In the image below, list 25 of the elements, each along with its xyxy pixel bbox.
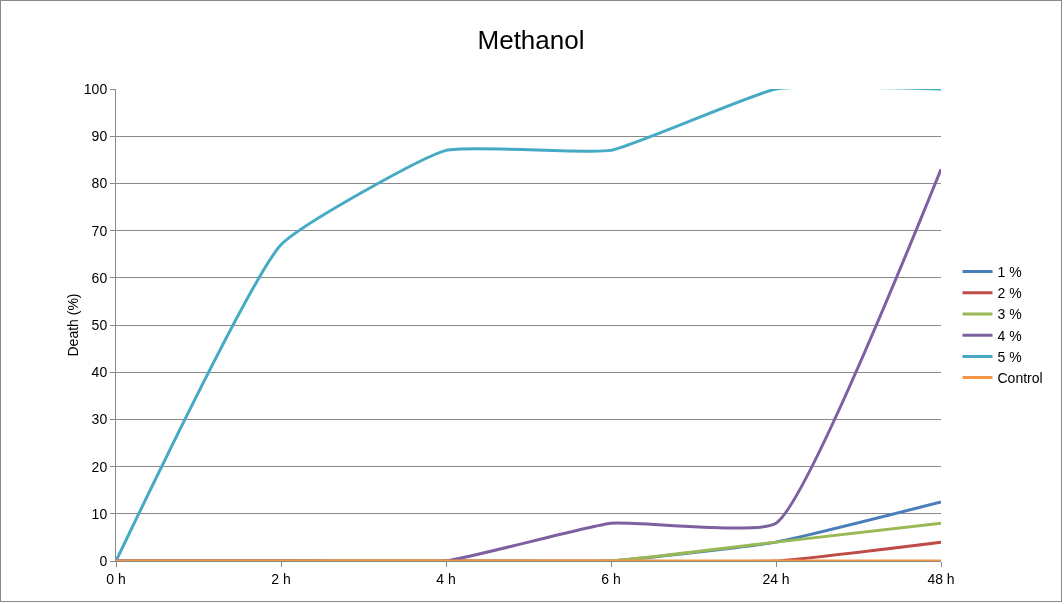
y-tick-label: 30 [91,411,108,428]
chart-title: Methanol [477,25,585,56]
y-tick-label: 100 [83,80,108,97]
y-tick-label: 40 [91,364,108,381]
x-tick-label: 48 h [927,570,955,587]
legend-label: Control [997,370,1043,387]
y-tick-label: 10 [91,505,108,522]
legend-label: 1 % [997,264,1022,281]
legend-label: 5 % [997,348,1022,365]
x-tick-label: 2 h [271,570,291,587]
x-tick-label: 24 h [762,570,790,587]
y-tick-label: 70 [91,222,108,239]
x-tick-label: 6 h [601,570,621,587]
y-tick-label: 90 [91,128,108,145]
x-tick-label: 4 h [436,570,456,587]
y-tick-label: 60 [91,269,108,286]
y-tick-label: 20 [91,458,108,475]
y-axis-title: Death (%) [65,293,81,357]
y-tick-label: 80 [91,175,108,192]
legend-label: 2 % [997,285,1022,302]
y-tick-label: 50 [91,316,108,333]
legend-label: 4 % [997,327,1022,344]
x-tick-label: 0 h [106,570,126,587]
legend-label: 3 % [997,306,1022,323]
y-tick-label: 0 [99,552,108,569]
